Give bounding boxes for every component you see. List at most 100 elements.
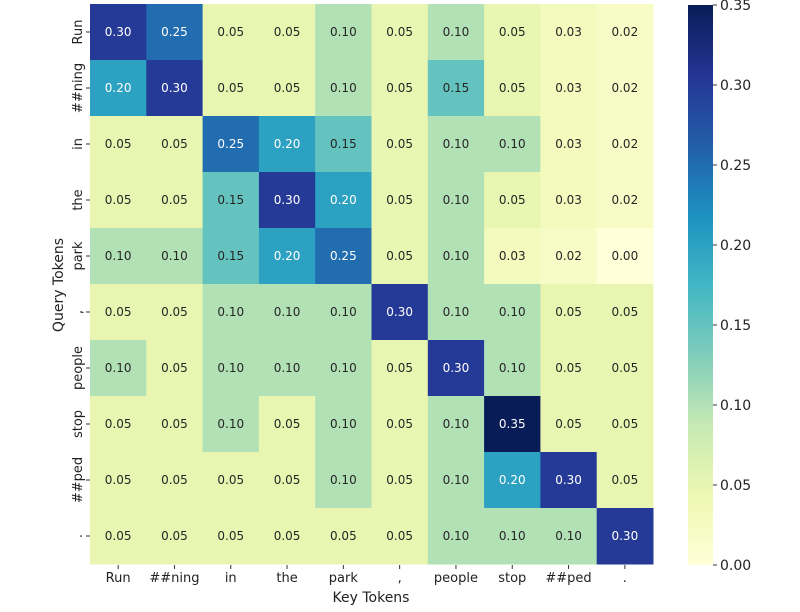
heatmap-cell (484, 172, 541, 229)
heatmap-cell (596, 452, 654, 509)
cell-value-label: 0.20 (274, 249, 301, 263)
heatmap-cell (202, 60, 260, 117)
heatmap-cell (540, 60, 598, 117)
heatmap-cell (596, 508, 654, 565)
cell-value-label: 0.10 (330, 361, 357, 375)
heatmap-cell (146, 396, 204, 453)
heatmap-cell (427, 60, 485, 117)
x-tick-label: people (434, 571, 478, 586)
heatmap-cell (90, 4, 147, 61)
heatmap-cell (315, 172, 372, 229)
heatmap-cell (540, 228, 598, 285)
cell-value-label: 0.05 (386, 473, 413, 487)
heatmap-cell (371, 452, 429, 509)
x-tick-label: the (276, 571, 297, 586)
cell-value-label: 0.05 (274, 473, 301, 487)
heatmap-cell (427, 508, 485, 565)
cell-value-label: 0.05 (555, 361, 582, 375)
cell-value-label: 0.15 (443, 81, 470, 95)
cell-value-label: 0.05 (161, 193, 188, 207)
cell-value-label: 0.10 (443, 305, 470, 319)
cell-value-label: 0.15 (330, 137, 357, 151)
cell-value-label: 0.10 (499, 529, 526, 543)
heatmap-cell (596, 60, 654, 117)
heatmap-cell (146, 228, 204, 285)
cell-value-label: 0.05 (105, 529, 132, 543)
cell-value-label: 0.05 (555, 417, 582, 431)
cell-value-label: 0.10 (330, 305, 357, 319)
cell-value-label: 0.05 (161, 137, 188, 151)
heatmap-cell (202, 172, 260, 229)
cell-value-label: 0.05 (330, 529, 357, 543)
colorbar-tick-label: 0.25 (720, 158, 751, 174)
heatmap-cell (371, 508, 429, 565)
cell-value-label: 0.10 (499, 361, 526, 375)
heatmap-cell (596, 396, 654, 453)
heatmap-cell (90, 396, 147, 453)
y-tick-labels: Run ##ning in the park, people stop ##ped. (71, 20, 90, 538)
cell-value-label: 0.03 (499, 249, 526, 263)
heatmap-cell (258, 284, 316, 341)
cell-value-label: 0.10 (217, 305, 244, 319)
colorbar-tick-label: 0.30 (720, 78, 751, 94)
cell-value-label: 0.10 (161, 249, 188, 263)
cell-value-label: 0.05 (386, 193, 413, 207)
heatmap-cell (146, 60, 204, 117)
cell-value-label: 0.10 (443, 25, 470, 39)
cell-value-label: 0.05 (274, 25, 301, 39)
heatmap-cell (484, 396, 541, 453)
heatmap-cell (202, 340, 260, 397)
heatmap-cell (202, 284, 260, 341)
heatmap-cell (90, 340, 147, 397)
x-tick-label: , (398, 571, 402, 586)
heatmap-cell (258, 4, 316, 61)
heatmap-cell (146, 4, 204, 61)
y-tick-label: , (71, 310, 86, 314)
cell-value-label: 0.05 (105, 193, 132, 207)
heatmap-cell (202, 508, 260, 565)
heatmap-cell (371, 4, 429, 61)
cell-value-label: 0.30 (161, 81, 188, 95)
heatmap-cell (315, 508, 372, 565)
heatmap-cell (315, 340, 372, 397)
heatmap-cell (427, 284, 485, 341)
colorbar-tick-label: 0.05 (720, 478, 751, 494)
cell-value-label: 0.03 (555, 25, 582, 39)
cell-value-label: 0.10 (443, 417, 470, 431)
heatmap-cell (540, 452, 598, 509)
cell-value-label: 0.20 (330, 193, 357, 207)
cell-value-label: 0.05 (217, 473, 244, 487)
heatmap-cell (315, 452, 372, 509)
cell-value-label: 0.15 (217, 249, 244, 263)
cell-value-label: 0.05 (386, 417, 413, 431)
x-tick-label: park (329, 571, 359, 586)
heatmap-cell (484, 508, 541, 565)
cell-value-label: 0.15 (217, 193, 244, 207)
heatmap-cell (596, 172, 654, 229)
cell-value-label: 0.05 (386, 81, 413, 95)
heatmap-cell (146, 508, 204, 565)
heatmap-cell (427, 116, 485, 173)
heatmap-cell (146, 452, 204, 509)
heatmap-cell (315, 228, 372, 285)
heatmap-cell (484, 4, 541, 61)
cell-value-label: 0.10 (555, 529, 582, 543)
x-axis-label: Key Tokens (333, 590, 410, 606)
cell-value-label: 0.05 (274, 81, 301, 95)
cell-value-label: 0.05 (105, 417, 132, 431)
cell-value-label: 0.05 (499, 81, 526, 95)
colorbar (688, 5, 713, 565)
cell-value-label: 0.25 (330, 249, 357, 263)
heatmap-cell (540, 116, 598, 173)
y-axis-label: Query Tokens (51, 238, 67, 332)
cell-value-label: 0.00 (611, 249, 638, 263)
heatmap-cell (146, 116, 204, 173)
heatmap-cells: 0.30 0.25 0.05 0.05 0.10 0.05 0.10 0.05 0.03 0.02… (90, 4, 654, 565)
heatmap-cell (258, 396, 316, 453)
heatmap-cell (371, 116, 429, 173)
cell-value-label: 0.30 (611, 529, 638, 543)
heatmap-cell (315, 116, 372, 173)
cell-value-label: 0.05 (217, 81, 244, 95)
heatmap-cell (596, 340, 654, 397)
colorbar-tick-label: 0.20 (720, 238, 751, 254)
